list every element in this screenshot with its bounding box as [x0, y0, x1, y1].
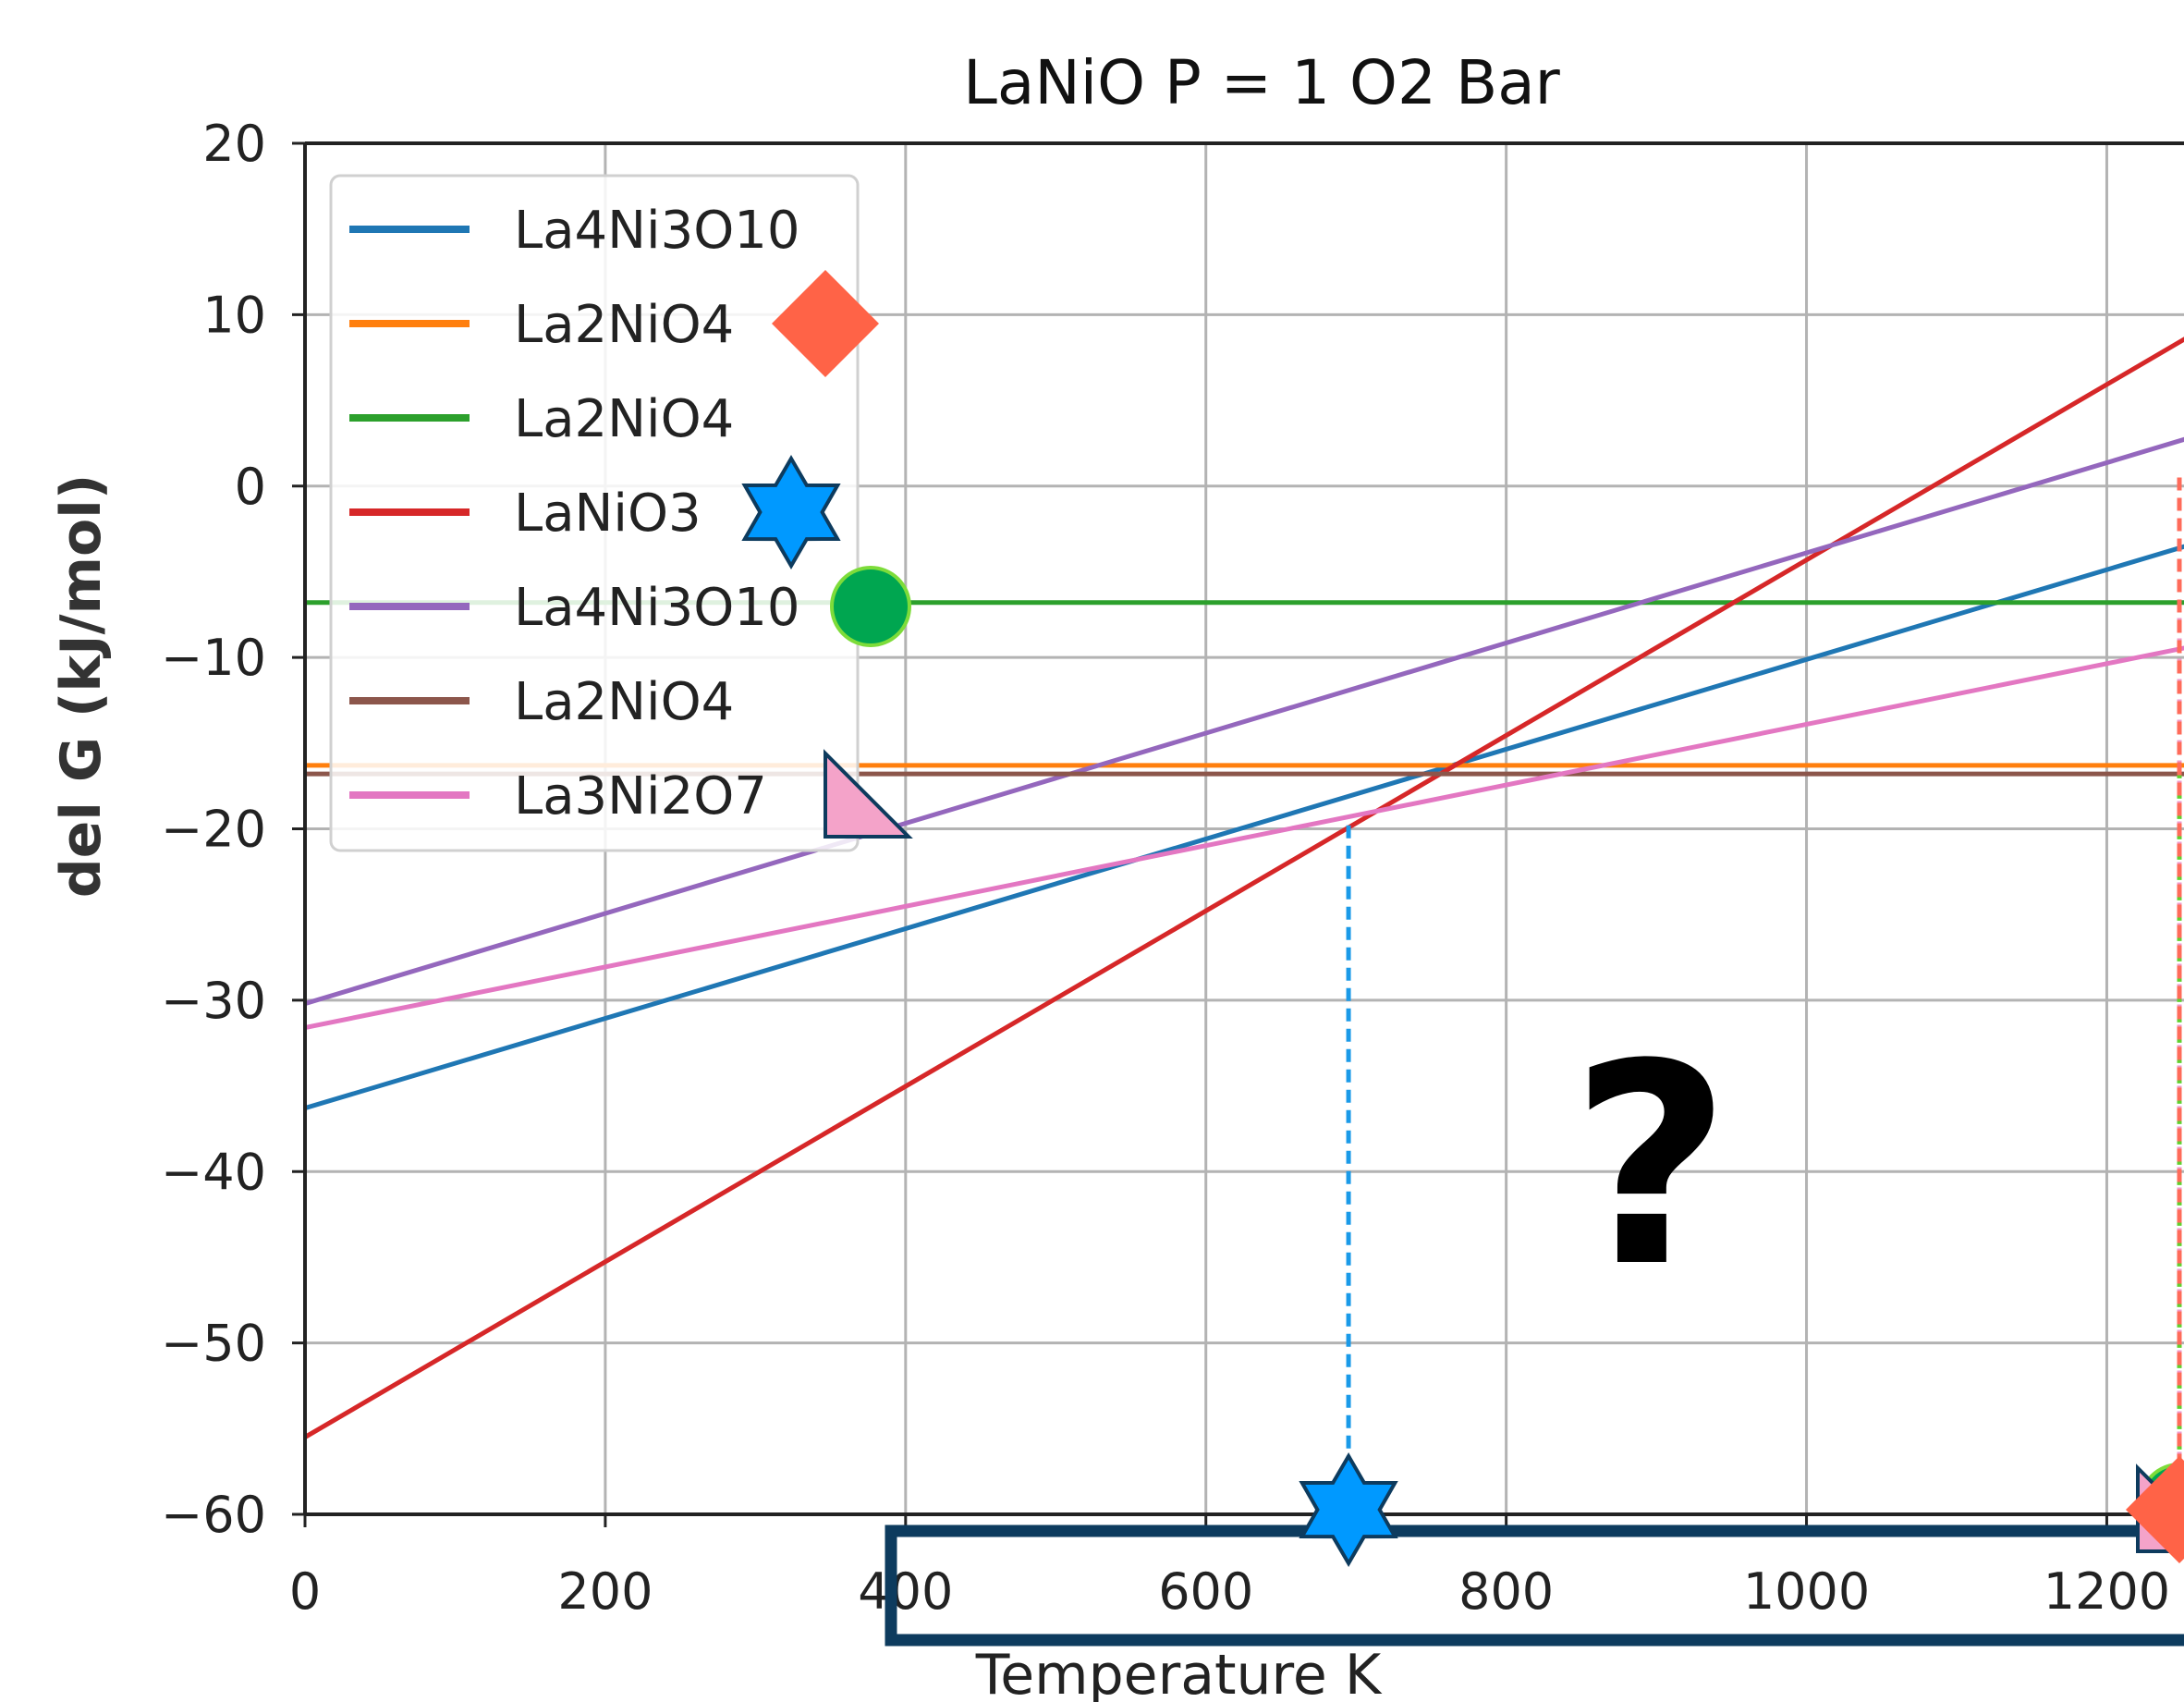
y-tick-label: −10 — [161, 629, 266, 687]
annotations — [741, 270, 2184, 1647]
y-tick-label: −30 — [161, 972, 266, 1030]
x-tick-label: 200 — [557, 1562, 653, 1621]
legend-entry: LaNiO3 — [514, 484, 702, 544]
diamond-marker — [772, 270, 879, 377]
y-tick-label: 20 — [202, 115, 266, 173]
x-axis-label: Temperature K — [975, 1643, 1383, 1702]
question-mark: ? — [1570, 1005, 1731, 1328]
series-line — [305, 337, 2184, 1439]
grid — [305, 143, 2184, 1514]
legend-entry: La2NiO4 — [514, 672, 734, 732]
star-marker — [1299, 1452, 1398, 1567]
x-tick-label: 600 — [1158, 1562, 1253, 1621]
x-tick-label: 1000 — [1743, 1562, 1870, 1621]
chart-title: LaNiO P = 1 O2 Bar — [963, 47, 1561, 118]
y-axis-label: del G (kJ/mol) — [49, 474, 114, 899]
triangle-marker — [824, 749, 913, 839]
y-tick-label: −40 — [161, 1143, 266, 1201]
y-tick-label: 10 — [202, 286, 266, 344]
x-tick-label: 800 — [1458, 1562, 1554, 1621]
x-tick-label: 0 — [289, 1562, 321, 1621]
x-tick-label: 400 — [858, 1562, 953, 1621]
highlight-box — [885, 1524, 2184, 1647]
legend-entry: La4Ni3O10 — [514, 201, 800, 261]
legend-box — [329, 174, 860, 852]
star-marker — [741, 455, 841, 569]
y-tick-label: −50 — [161, 1315, 266, 1373]
diamond-marker — [2126, 1456, 2184, 1563]
legend: La4Ni3O10 La2NiO4 La2NiO4 LaNiO3 La4Ni3O10 La… — [329, 174, 860, 852]
legend-entry: La2NiO4 — [514, 295, 734, 355]
legend-entry: La4Ni3O10 — [514, 578, 800, 638]
y-tick-label: −20 — [161, 801, 266, 859]
y-tick-label: 0 — [235, 458, 266, 516]
legend-entry: La2NiO4 — [514, 389, 734, 449]
series-line — [305, 645, 2184, 1030]
series-line — [305, 436, 2184, 1006]
tick-labels: 0200400600800100012001400160020100−10−20… — [161, 115, 2170, 1621]
x-tick-label: 1200 — [2044, 1562, 2170, 1621]
circle-marker — [830, 566, 911, 647]
legend-entry: La3Ni2O7 — [514, 766, 767, 827]
series-line — [305, 544, 2184, 1111]
y-tick-label: −60 — [161, 1486, 266, 1544]
